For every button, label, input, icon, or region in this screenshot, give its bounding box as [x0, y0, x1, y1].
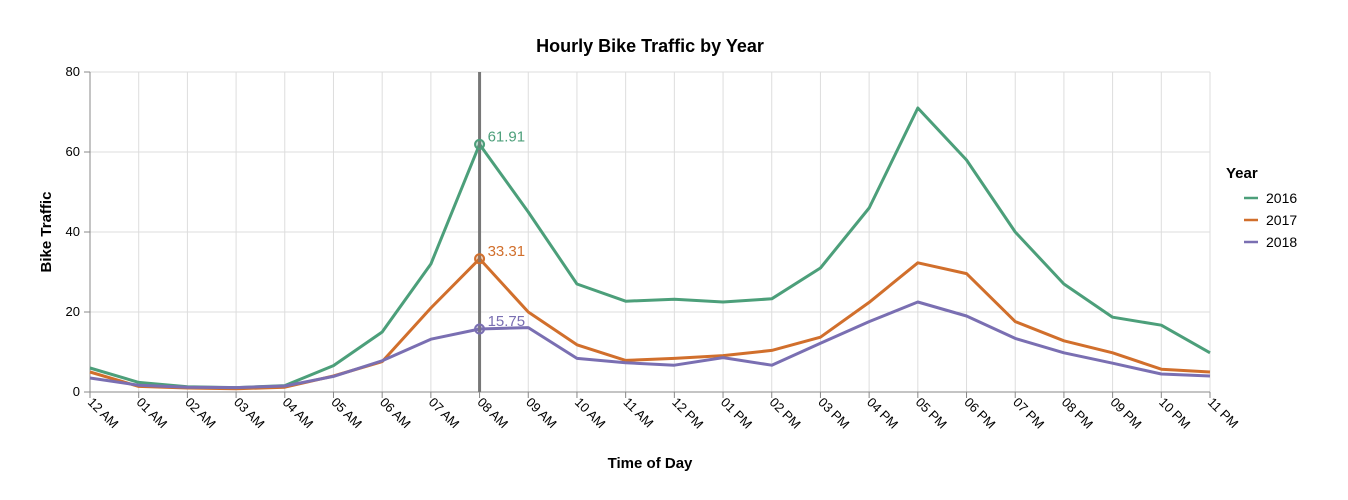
x-tick-label: 07 AM	[426, 395, 463, 432]
series-line-2018[interactable]	[89, 300, 1211, 390]
points-layer: 61.91 33.31 15.75	[474, 128, 526, 335]
x-tick-label: 01 PM	[718, 395, 755, 432]
legend-label: 2018	[1266, 234, 1297, 250]
y-tick-label: 60	[66, 144, 80, 159]
legend-item-2017[interactable]: 2017	[1244, 212, 1297, 228]
x-tick-label: 07 PM	[1010, 395, 1047, 432]
x-axis-title: Time of Day	[608, 455, 693, 472]
x-tick-label: 06 AM	[377, 395, 414, 432]
x-tick-label: 03 PM	[815, 395, 852, 432]
point-label-2016: 61.91	[488, 128, 526, 145]
x-tick-label: 09 AM	[523, 395, 560, 432]
gridlines	[89, 71, 1211, 393]
x-tick-label: 06 PM	[961, 395, 998, 432]
x-tick-label: 08 AM	[474, 395, 511, 432]
point-label-2017: 33.31	[488, 243, 526, 260]
x-tick-label: 11 PM	[1205, 395, 1241, 431]
x-tick-label: 02 PM	[767, 395, 804, 432]
legend[interactable]: Year 2016 2017 2018	[1226, 165, 1297, 250]
series-line-2017[interactable]	[89, 257, 1211, 391]
highlight-point-2018[interactable]	[474, 323, 486, 335]
legend-item-2018[interactable]: 2018	[1244, 234, 1297, 250]
y-tick-label: 0	[73, 384, 80, 399]
x-tick-label: 04 AM	[280, 395, 317, 432]
legend-items: 2016 2017 2018	[1244, 190, 1297, 250]
x-tick-label: 11 AM	[621, 395, 657, 431]
legend-label: 2016	[1266, 190, 1297, 206]
series-layer	[89, 106, 1211, 391]
y-tick-label: 80	[66, 64, 80, 79]
x-tick-label: 04 PM	[864, 395, 901, 432]
x-tick-label: 12 AM	[85, 395, 122, 432]
legend-item-2016[interactable]: 2016	[1244, 190, 1297, 206]
highlight-point-2017[interactable]	[474, 253, 486, 265]
x-tick-label: 08 PM	[1059, 395, 1096, 432]
x-tick-label: 10 AM	[572, 395, 609, 432]
y-tick-label: 40	[66, 224, 80, 239]
y-tick-label: 20	[66, 304, 80, 319]
legend-label: 2017	[1266, 212, 1297, 228]
x-tick-label: 03 AM	[231, 395, 268, 432]
axes: 12 AM 01 AM 02 AM 03 AM 04 AM 05 AM 06 AM 07 AM…	[66, 64, 1242, 432]
x-tick-label: 02 AM	[182, 395, 219, 432]
x-tick-label: 12 PM	[669, 395, 706, 432]
x-tick-label: 05 AM	[328, 395, 365, 432]
x-tick-label: 10 PM	[1156, 395, 1193, 432]
legend-title: Year	[1226, 165, 1258, 182]
x-tick-label: 05 PM	[913, 395, 950, 432]
point-label-2018: 15.75	[488, 313, 526, 330]
y-axis-title: Bike Traffic	[38, 192, 55, 273]
x-tick-label: 01 AM	[134, 395, 171, 432]
highlight-point-2016[interactable]	[474, 138, 486, 150]
x-tick-label: 09 PM	[1107, 395, 1144, 432]
chart-title: Hourly Bike Traffic by Year	[536, 36, 764, 56]
